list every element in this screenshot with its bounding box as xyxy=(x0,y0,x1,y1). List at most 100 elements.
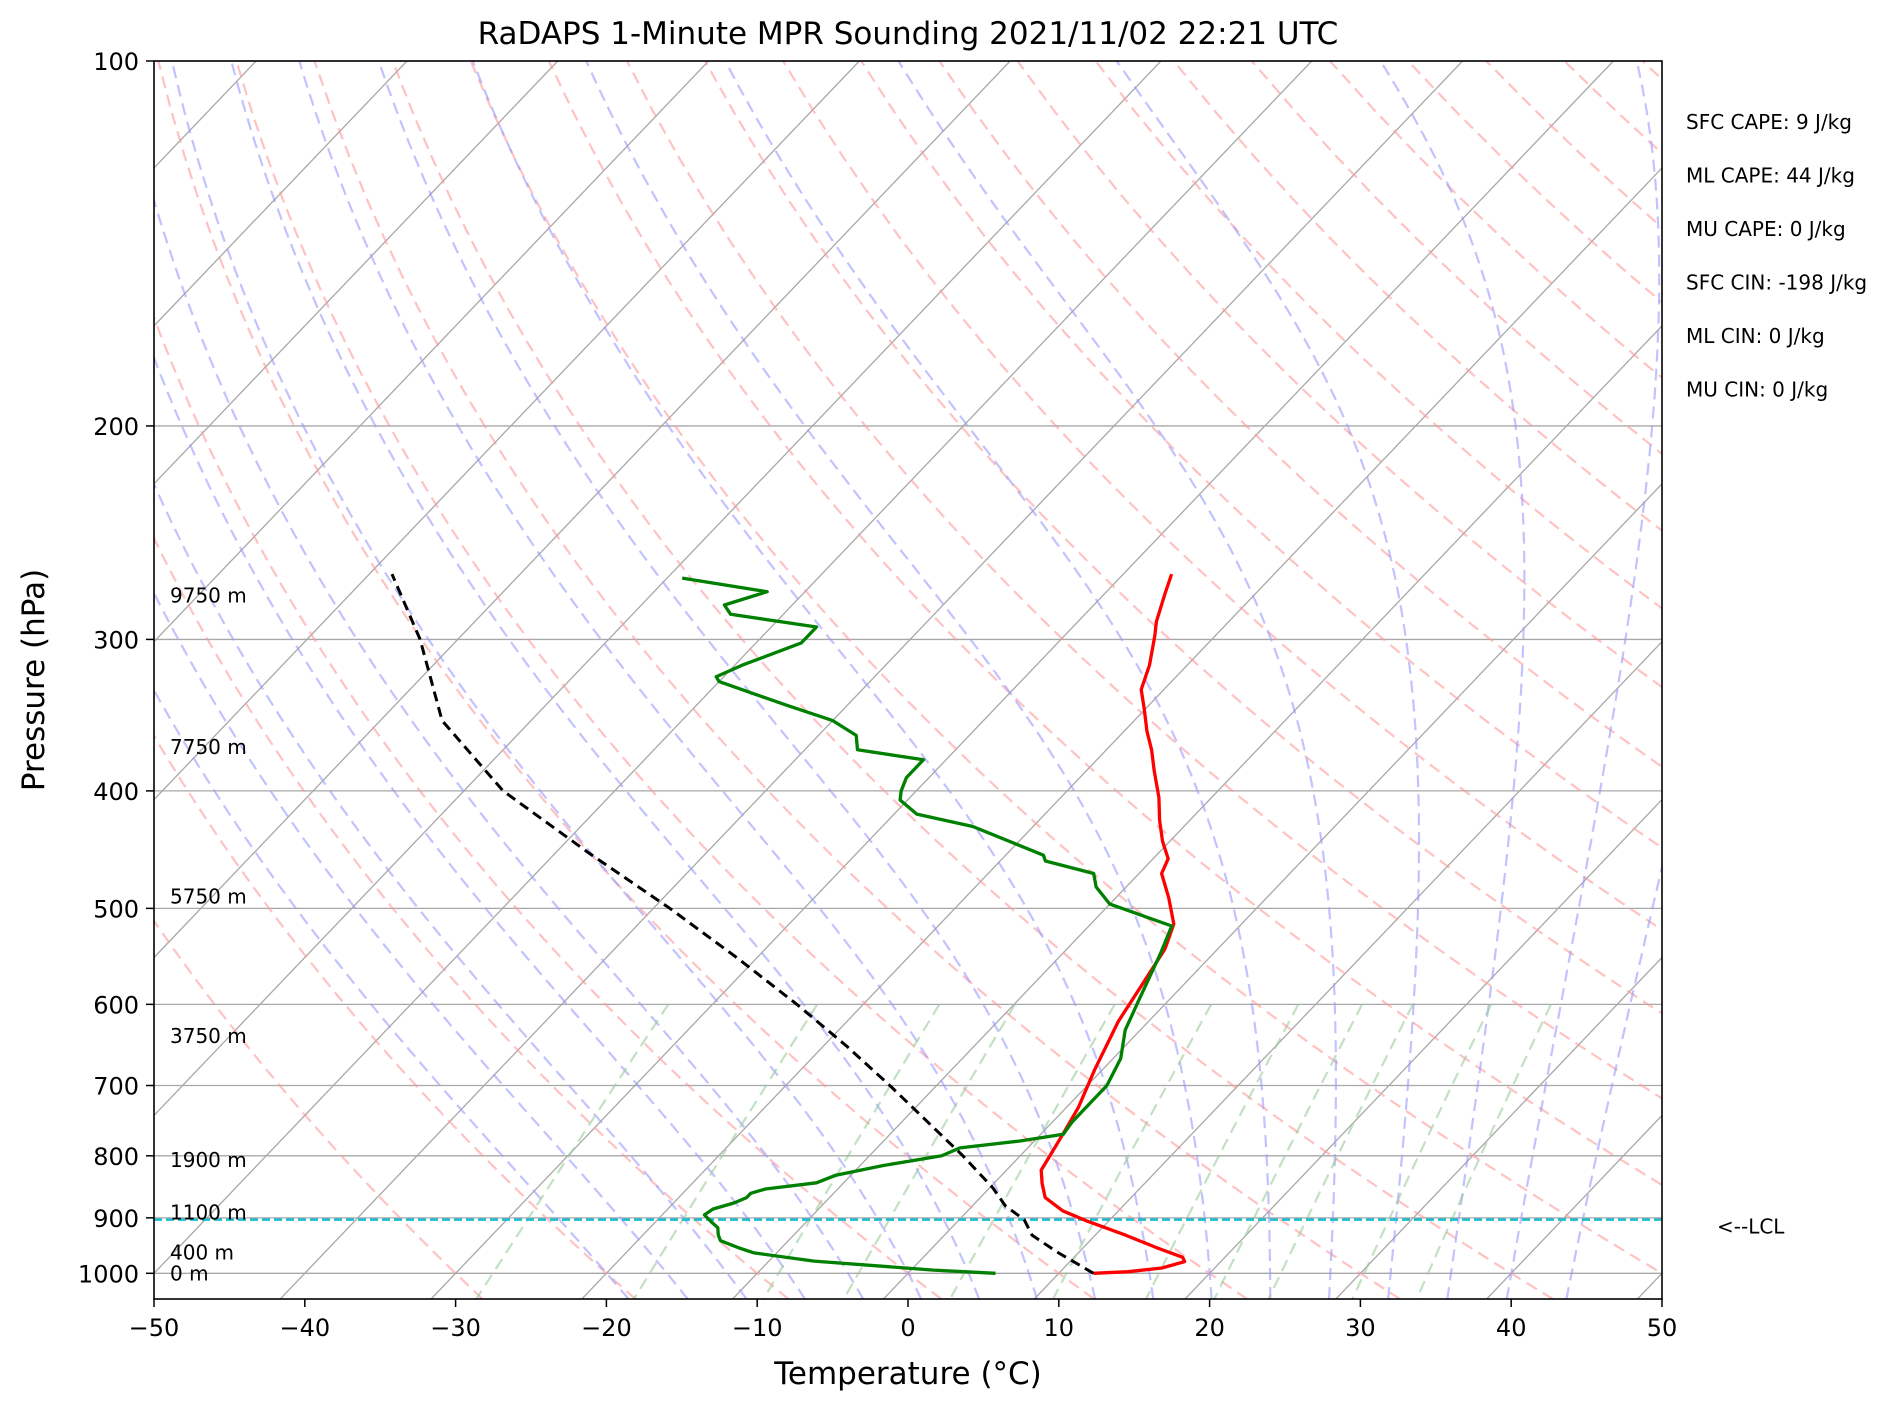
moist-adiabat-line xyxy=(170,61,923,1299)
isotherm-line xyxy=(154,61,559,485)
y-tick-label: 900 xyxy=(93,1205,139,1233)
moist-adiabat-line xyxy=(471,61,1155,1299)
y-tick-label: 400 xyxy=(93,778,139,806)
dry-adiabat-line xyxy=(391,61,1554,1299)
mixing-ratio-line xyxy=(1145,1003,1300,1299)
isotherm-line xyxy=(1184,798,1662,1299)
stat-label: ML CAPE: 44 J/kg xyxy=(1686,164,1855,188)
plot-background xyxy=(154,61,1662,1299)
moist-adiabat-line xyxy=(1379,61,1526,1299)
moist-adiabat-line xyxy=(585,61,1213,1299)
height-label: 400 m xyxy=(170,1240,234,1264)
moist-adiabat-line xyxy=(154,354,806,1299)
stat-label: SFC CIN: -198 J/kg xyxy=(1686,271,1867,295)
dry-adiabat-line xyxy=(860,61,1662,850)
x-tick-label: −40 xyxy=(279,1314,330,1342)
mixing-ratio-line xyxy=(762,1003,941,1299)
height-label: 1900 m xyxy=(170,1148,247,1172)
chart-title: RaDAPS 1-Minute MPR Sounding 2021/11/02 … xyxy=(478,16,1339,52)
y-tick-label: 500 xyxy=(93,895,139,923)
moist-adiabat-line xyxy=(897,61,1338,1299)
stat-label: MU CAPE: 0 J/kg xyxy=(1686,217,1846,241)
dry-adiabat-line xyxy=(157,61,1095,1299)
isotherm-line xyxy=(279,61,1464,1299)
x-tick-label: 40 xyxy=(1496,1314,1527,1342)
height-label: 5750 m xyxy=(170,885,247,909)
isotherm-line xyxy=(1335,956,1662,1299)
moist-adiabat-line xyxy=(1115,61,1421,1299)
mixing-ratio-line xyxy=(1351,1003,1493,1299)
mixing-ratio-line xyxy=(842,1003,1016,1299)
lcl-label: <--LCL xyxy=(1717,1215,1785,1239)
isotherm-line xyxy=(581,167,1662,1299)
parcel-trace xyxy=(390,573,1095,1275)
dry-adiabat-line xyxy=(154,314,942,1299)
isotherm-line xyxy=(154,61,1162,1117)
isotherm-line xyxy=(882,482,1662,1299)
background-lines xyxy=(154,61,1662,1299)
axes: −50 −40 −30 −20 −10 0 10 20 30 40 50 100 200 300 400 50… xyxy=(78,48,1677,1342)
isotherm-line xyxy=(1033,640,1662,1299)
moist-adiabat-line xyxy=(154,196,865,1299)
mixing-ratio-line xyxy=(475,1003,670,1299)
x-tick-label: 10 xyxy=(1044,1314,1075,1342)
moist-adiabat-line xyxy=(154,590,689,1299)
dry-adiabat-line xyxy=(782,61,1662,932)
dry-adiabat-line xyxy=(154,919,484,1299)
dry-adiabat-line xyxy=(469,61,1662,1275)
y-tick-label: 800 xyxy=(93,1143,139,1171)
mixing-ratio-line xyxy=(632,1003,819,1299)
y-tick-label: 200 xyxy=(93,413,139,441)
x-tick-label: 0 xyxy=(900,1314,915,1342)
dewpoint-trace xyxy=(681,576,1174,1275)
dry-adiabat-line xyxy=(235,61,1248,1299)
isotherm-line xyxy=(154,61,710,643)
mixing-ratio-line xyxy=(1213,1003,1364,1299)
height-label: 0 m xyxy=(170,1261,209,1285)
dry-adiabat-line xyxy=(1094,61,1662,610)
y-tick-label: 300 xyxy=(93,626,139,654)
x-tick-label: −30 xyxy=(430,1314,481,1342)
dry-adiabat-line xyxy=(154,733,637,1299)
x-tick-label: 30 xyxy=(1345,1314,1376,1342)
isotherm-line xyxy=(154,61,860,801)
moist-adiabat-line xyxy=(377,61,1097,1299)
stat-label: MU CIN: 0 J/kg xyxy=(1686,378,1828,402)
isotherm-line xyxy=(430,61,1614,1299)
moist-adiabat-line xyxy=(298,61,1039,1299)
dry-adiabat-line xyxy=(704,61,1662,1015)
y-tick-label: 1000 xyxy=(78,1260,139,1288)
moist-adiabat-line xyxy=(724,61,1272,1299)
mixing-ratio-line xyxy=(1415,1003,1552,1299)
x-tick-label: 50 xyxy=(1647,1314,1678,1342)
y-tick-label: 100 xyxy=(93,48,139,76)
stat-label: ML CIN: 0 J/kg xyxy=(1686,324,1825,348)
isotherm-line xyxy=(154,61,1011,959)
height-label: 1100 m xyxy=(170,1201,247,1225)
sounding-traces xyxy=(154,573,1662,1275)
height-label: 3750 m xyxy=(170,1024,247,1048)
isotherm-line xyxy=(154,61,1313,1275)
stability-stats: SFC CAPE: 9 J/kg ML CAPE: 44 J/kg MU CAPE:… xyxy=(1686,110,1867,402)
moist-adiabat-line xyxy=(154,688,630,1299)
height-label: 7750 m xyxy=(170,735,247,759)
x-tick-label: −50 xyxy=(129,1314,180,1342)
dry-adiabat-line xyxy=(547,61,1662,1187)
dry-adiabat-line xyxy=(626,61,1662,1100)
y-tick-label: 700 xyxy=(93,1073,139,1101)
x-tick-label: 20 xyxy=(1194,1314,1225,1342)
moist-adiabat-line xyxy=(1565,862,1662,1299)
stat-label: SFC CAPE: 9 J/kg xyxy=(1686,110,1852,134)
x-tick-label: −20 xyxy=(581,1314,632,1342)
dry-adiabat-line xyxy=(1641,61,1662,81)
dry-adiabat-line xyxy=(154,535,790,1299)
moist-adiabat-line xyxy=(230,61,981,1299)
height-labels: 9750 m 7750 m 5750 m 3750 m 1900 m 1100 m 400 … xyxy=(170,584,247,1286)
isotherm-line xyxy=(154,61,408,327)
y-tick-label: 600 xyxy=(93,991,139,1019)
isotherm-line xyxy=(1636,1272,1662,1299)
isotherm-line xyxy=(732,324,1662,1299)
mixing-ratio-line xyxy=(949,1003,1116,1299)
x-axis-title: Temperature (°C) xyxy=(773,1356,1042,1392)
